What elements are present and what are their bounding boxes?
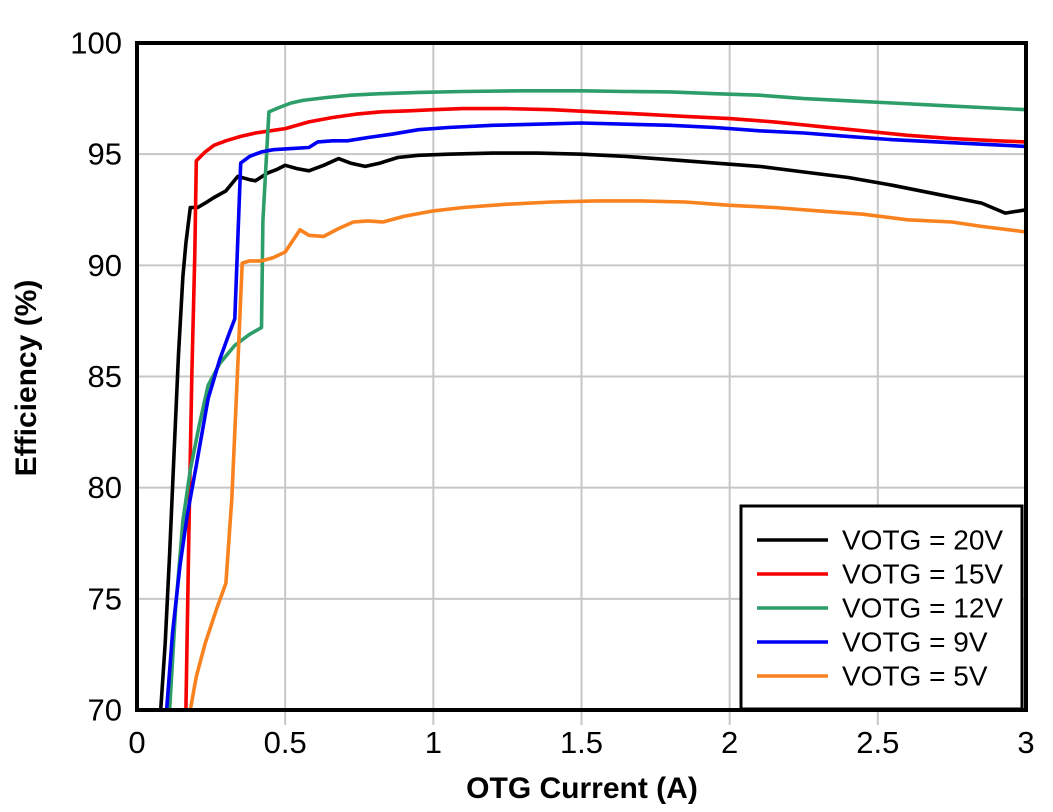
legend-label: VOTG = 20V <box>842 525 1003 556</box>
x-tick-label: 1 <box>425 725 442 760</box>
legend-label: VOTG = 15V <box>842 559 1003 590</box>
y-tick-label: 100 <box>70 26 122 61</box>
series-line-votg-5v <box>188 199 1027 711</box>
x-tick-label: 2 <box>721 725 738 760</box>
legend-label: VOTG = 12V <box>842 593 1003 624</box>
x-tick-label: 0.5 <box>264 725 307 760</box>
series-line-votg-15v <box>184 106 1027 711</box>
y-tick-label: 75 <box>88 581 122 616</box>
legend-label: VOTG = 9V <box>842 627 988 658</box>
x-tick-label: 3 <box>1017 725 1034 760</box>
x-tick-label: 1.5 <box>560 725 603 760</box>
series-line-votg-12v <box>167 89 1027 711</box>
series-line-votg-20v <box>158 151 1027 711</box>
y-tick-label: 80 <box>88 470 122 505</box>
y-tick-label: 70 <box>88 693 122 728</box>
plot-frame <box>135 41 1028 712</box>
x-axis-title: OTG Current (A) <box>466 772 698 805</box>
y-axis-title: Efficiency (%) <box>10 279 43 477</box>
series-line-votg-9v <box>164 121 1027 711</box>
x-tick-label: 0 <box>128 725 145 760</box>
y-tick-label: 85 <box>88 359 122 394</box>
x-tick-label: 2.5 <box>856 725 899 760</box>
y-tick-label: 90 <box>88 248 122 283</box>
legend-label: VOTG = 5V <box>842 661 988 692</box>
y-tick-label: 95 <box>88 137 122 172</box>
